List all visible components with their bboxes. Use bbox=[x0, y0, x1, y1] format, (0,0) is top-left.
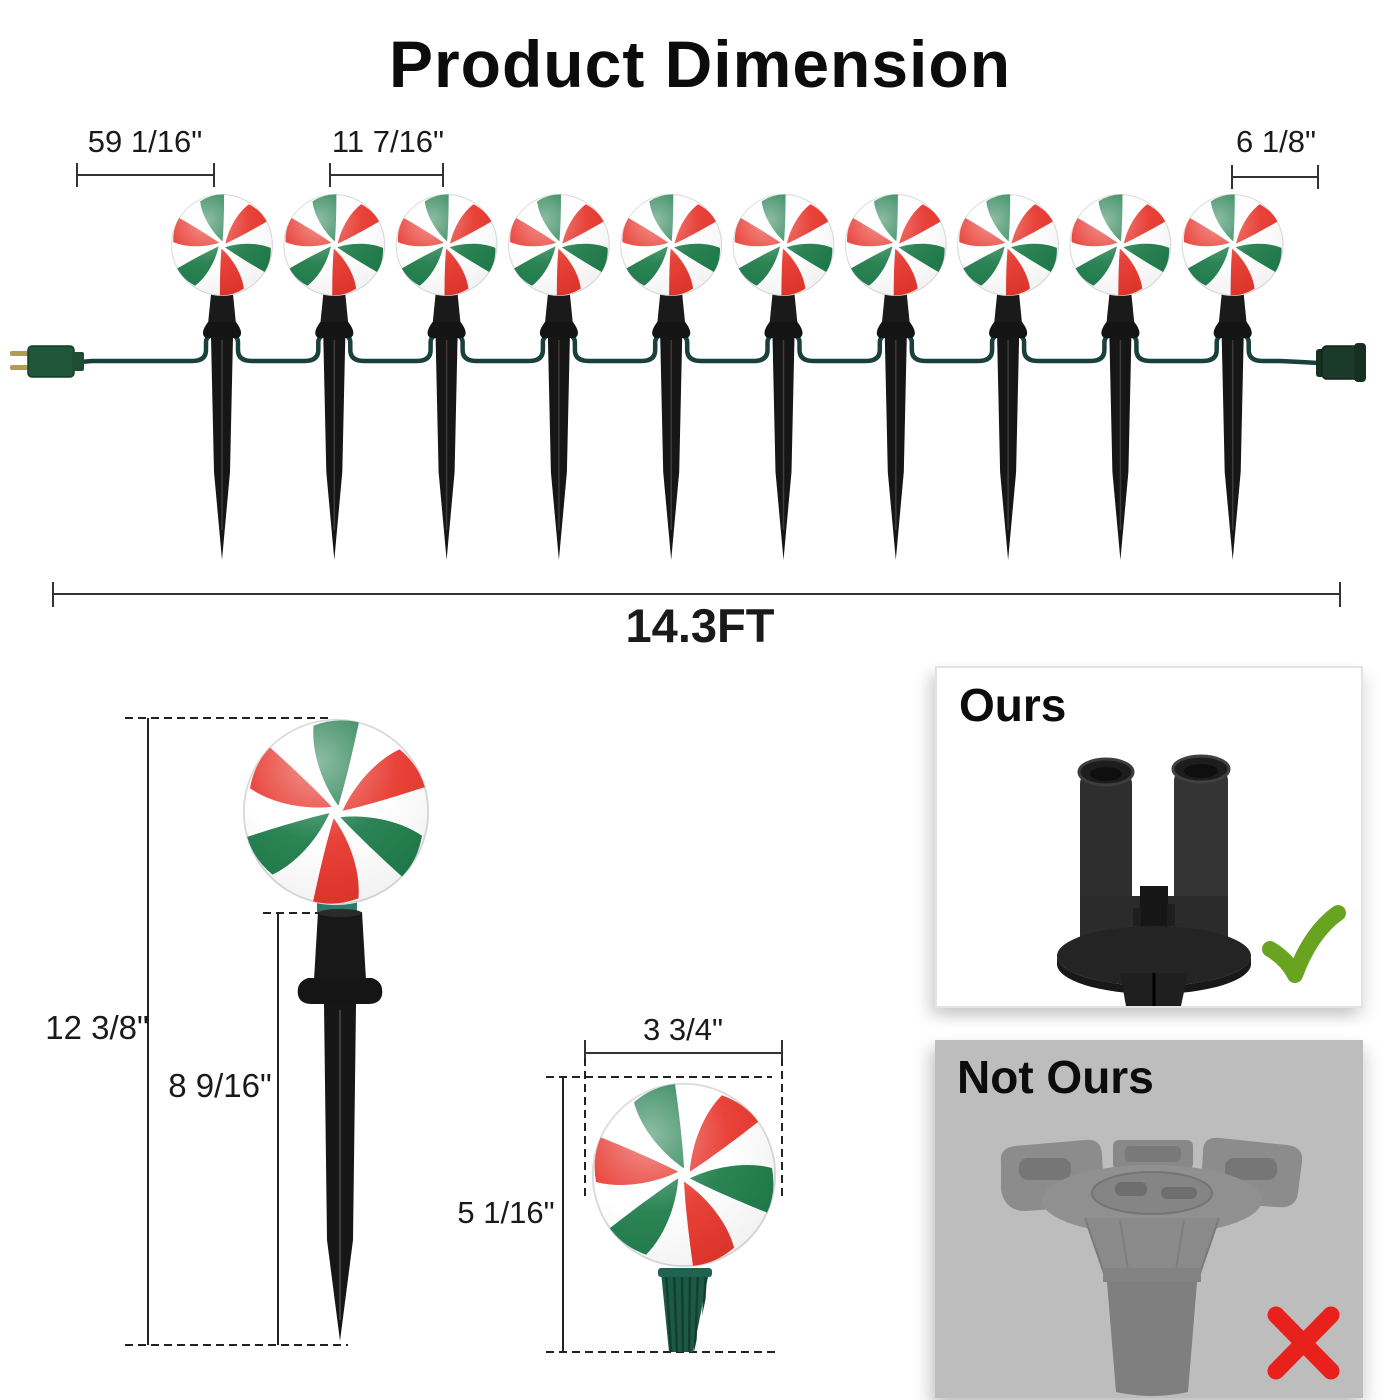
power-plug bbox=[10, 345, 84, 378]
candy-light bbox=[616, 194, 727, 296]
ground-stake bbox=[426, 288, 467, 561]
ground-stake bbox=[1212, 288, 1253, 561]
candy-light bbox=[166, 194, 278, 296]
total-length-label: 14.3FT bbox=[626, 599, 775, 652]
x-icon bbox=[1267, 1306, 1340, 1380]
page-title: Product Dimension bbox=[388, 27, 1012, 101]
candy-light bbox=[1177, 194, 1288, 296]
tail-length-label: 6 1/8" bbox=[1236, 124, 1316, 159]
lead-length-label: 59 1/16" bbox=[88, 124, 202, 159]
not-ours-panel-title: Not Ours bbox=[957, 1051, 1154, 1103]
candy-detail-art bbox=[572, 1069, 796, 1352]
stakes-row bbox=[202, 288, 1253, 561]
spacing-label: 11 7/16" bbox=[332, 124, 444, 159]
ours-stake-art bbox=[1057, 754, 1346, 1006]
spike-height-label: 8 9/16" bbox=[168, 1067, 271, 1104]
ground-stake bbox=[539, 288, 579, 561]
spacing-dimension: 11 7/16" bbox=[329, 124, 444, 187]
candy-width-label: 3 3/4" bbox=[643, 1012, 723, 1047]
candy-detail-view: 3 3/4" 5 1/16" bbox=[457, 1012, 796, 1353]
ours-stake-connector bbox=[1057, 754, 1251, 1006]
ours-panel-title: Ours bbox=[959, 679, 1067, 731]
overall-height-label: 12 3/8" bbox=[45, 1009, 148, 1046]
candy-light bbox=[952, 194, 1064, 296]
ground-stake bbox=[763, 288, 804, 561]
ground-stake bbox=[875, 288, 916, 561]
not-ours-panel: Not Ours bbox=[935, 1040, 1363, 1398]
stake-detail-view: 12 3/8" 8 9/16" bbox=[45, 700, 454, 1346]
candy-light bbox=[503, 194, 615, 296]
ours-panel: Ours bbox=[935, 666, 1363, 1008]
ground-stake bbox=[202, 288, 242, 561]
end-connector bbox=[1316, 343, 1366, 382]
ground-stake bbox=[314, 288, 355, 561]
candy-height-label: 5 1/16" bbox=[457, 1195, 554, 1230]
candy-light bbox=[1065, 194, 1176, 296]
candy-light bbox=[391, 194, 502, 296]
ground-stake bbox=[1100, 288, 1141, 561]
ground-stake bbox=[988, 288, 1028, 561]
not-ours-stake-art bbox=[1000, 1137, 1340, 1396]
tail-length-dimension: 6 1/8" bbox=[1231, 124, 1319, 189]
ground-stake bbox=[651, 288, 692, 561]
candy-light bbox=[279, 194, 390, 296]
check-icon bbox=[1262, 905, 1346, 983]
not-ours-stake bbox=[1000, 1137, 1303, 1396]
candies-row bbox=[166, 194, 1288, 296]
total-length-dimension: 14.3FT bbox=[52, 582, 1341, 652]
candy-light bbox=[840, 194, 951, 296]
stake-detail-art bbox=[218, 700, 454, 1341]
lead-length-dimension: 59 1/16" bbox=[76, 124, 215, 187]
candy-light bbox=[728, 194, 839, 296]
